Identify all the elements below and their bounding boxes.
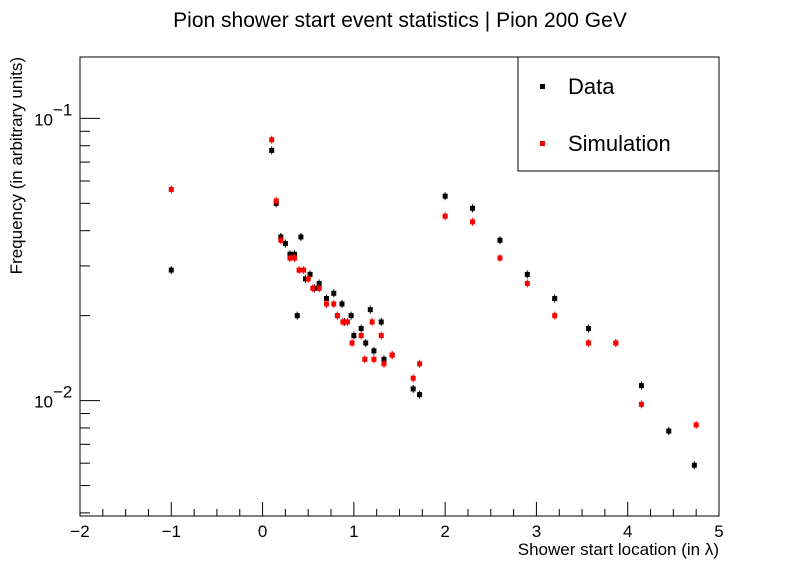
data-point	[497, 255, 503, 261]
data-point	[292, 255, 298, 261]
data-point	[273, 198, 279, 204]
data-point	[340, 319, 346, 325]
chart-title: Pion shower start event statistics | Pio…	[173, 9, 627, 32]
data-point	[638, 383, 644, 389]
data-point	[287, 255, 293, 261]
data-point	[302, 276, 308, 282]
data-point	[323, 296, 329, 302]
data-point	[691, 462, 697, 468]
y-tick-exponent: −2	[53, 383, 72, 402]
data-point	[585, 340, 591, 346]
data-point	[282, 241, 288, 247]
data-point	[168, 186, 174, 192]
data-point	[168, 267, 174, 273]
data-point	[344, 319, 350, 325]
x-tick-label: 5	[714, 522, 723, 541]
data-point	[442, 193, 448, 199]
data-point	[381, 361, 387, 367]
data-point	[331, 290, 337, 296]
data-point	[410, 386, 416, 392]
x-tick-label: 1	[349, 522, 358, 541]
data-point	[417, 392, 423, 398]
x-axis: −2 −1 0 1 2 3 4 5	[70, 502, 724, 541]
data-point	[378, 319, 384, 325]
legend-marker-simulation	[540, 141, 545, 146]
data-point	[367, 307, 373, 313]
data-point	[348, 313, 354, 319]
data-point	[358, 326, 364, 332]
data-point	[417, 361, 423, 367]
data-point	[470, 205, 476, 211]
data-point	[307, 271, 313, 277]
legend-marker-data	[540, 84, 545, 89]
data-point	[294, 313, 300, 319]
data-point	[298, 234, 304, 240]
data-point	[269, 147, 275, 153]
x-tick-label: 4	[623, 522, 632, 541]
data-point	[339, 301, 345, 307]
legend-label-simulation: Simulation	[568, 131, 671, 156]
data-point	[693, 422, 699, 428]
y-tick-base: 10	[34, 110, 53, 129]
y-tick-exponent: −1	[53, 100, 72, 119]
data-point	[552, 313, 558, 319]
data-point	[470, 219, 476, 225]
data-point	[310, 285, 316, 291]
legend-label-data: Data	[568, 74, 615, 99]
data-point	[349, 340, 355, 346]
data-point	[331, 301, 337, 307]
data-point	[638, 401, 644, 407]
series-simulation	[168, 135, 699, 429]
data-point	[323, 301, 329, 307]
data-point	[301, 267, 307, 273]
legend: Data Simulation	[517, 56, 720, 172]
data-point	[585, 326, 591, 332]
data-point	[497, 237, 503, 243]
data-point	[334, 313, 340, 319]
data-point	[351, 333, 357, 339]
data-point	[363, 340, 369, 346]
x-tick-label: 2	[440, 522, 449, 541]
x-tick-label: 3	[532, 522, 541, 541]
x-tick-label: 0	[258, 522, 267, 541]
y-tick-base: 10	[34, 393, 53, 412]
x-tick-label: −1	[162, 522, 181, 541]
data-point	[381, 356, 387, 362]
data-point	[410, 375, 416, 381]
x-axis-label: Shower start location (in λ)	[518, 540, 719, 559]
data-point	[358, 333, 364, 339]
data-point	[666, 428, 672, 434]
y-axis: 10−110−2	[34, 100, 100, 514]
data-point	[378, 333, 384, 339]
data-point	[369, 319, 375, 325]
data-point	[296, 267, 302, 273]
x-tick-label: −2	[70, 522, 89, 541]
data-point	[316, 285, 322, 291]
data-point	[305, 276, 311, 282]
data-point	[316, 280, 322, 286]
data-point	[613, 340, 619, 346]
data-point	[269, 137, 275, 143]
data-point	[524, 271, 530, 277]
data-point	[371, 348, 377, 354]
data-point	[442, 213, 448, 219]
y-axis-label: Frequency (in arbitrary units)	[7, 57, 26, 274]
data-point	[524, 280, 530, 286]
legend-box	[517, 56, 720, 172]
data-point	[371, 356, 377, 362]
data-point	[552, 296, 558, 302]
series-data	[168, 146, 697, 470]
series-layer	[168, 135, 699, 470]
data-point	[389, 352, 395, 358]
data-point	[278, 237, 284, 243]
data-point	[362, 356, 368, 362]
